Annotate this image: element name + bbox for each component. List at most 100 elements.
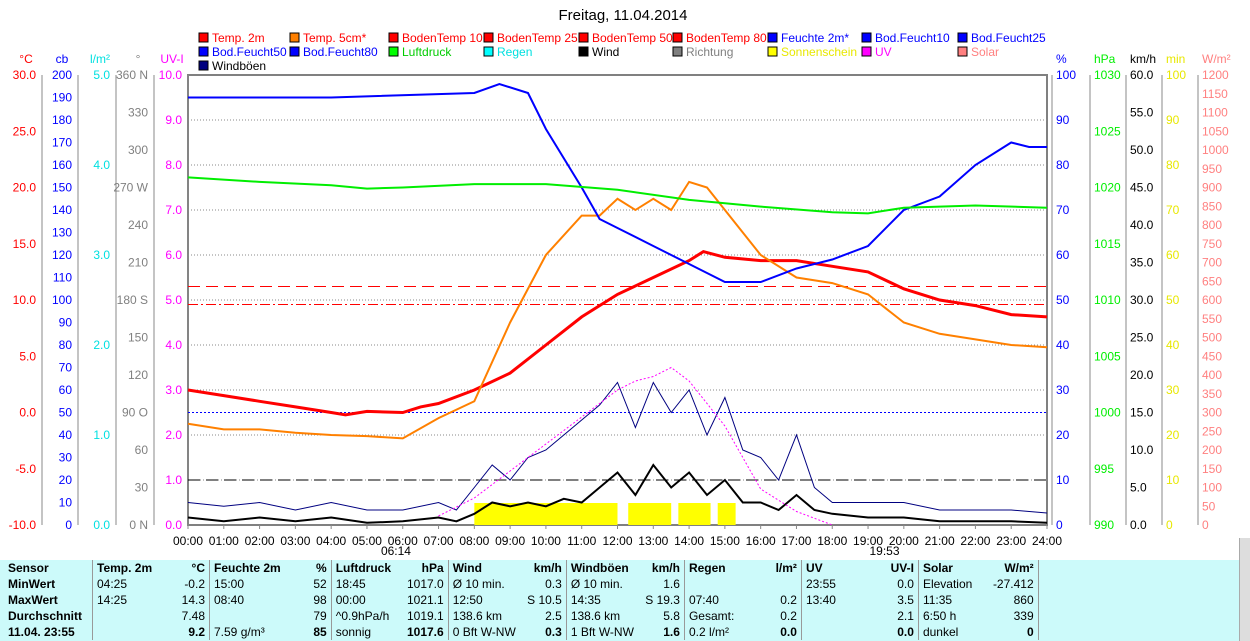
axis-tick-label: 10.0: [159, 68, 183, 82]
table-cell: 0: [988, 624, 1039, 640]
axis-tick-label: 60: [1166, 248, 1180, 262]
x-tick-label: 02:00: [245, 534, 275, 548]
table-cell: %: [284, 560, 332, 576]
table-cell: 11.04. 23:55: [4, 624, 93, 640]
series-line-wind: [187, 463, 1048, 524]
axis-tick-label: -10.0: [9, 518, 37, 532]
axis-unit: UV-I: [160, 52, 183, 66]
table-cell: 52: [284, 576, 332, 592]
table-cell: 14:35: [570, 593, 601, 607]
table-cell: 13:40: [805, 593, 836, 607]
table-cell: Wind: [452, 561, 482, 575]
axis-tick-label: 50: [59, 406, 73, 420]
axis-tick-label: 1050: [1202, 124, 1229, 138]
table-cell: 79: [284, 608, 332, 624]
axis-tick-label: 360 N: [116, 68, 148, 82]
axis-tick-label: 20: [59, 473, 73, 487]
axis-unit: km/h: [1130, 52, 1156, 66]
legend: Temp. 2m Temp. 5cm* BodenTemp 10 BodenTemp …: [198, 31, 1046, 73]
axis-tick-label: 70: [1056, 203, 1070, 217]
axis-tick-label: 20.0: [1130, 368, 1154, 382]
axis-tick-label: 150: [1202, 462, 1222, 476]
table-cell: 7.48: [163, 608, 210, 624]
axis-tick-label: 0.0: [1130, 518, 1147, 532]
legend-label: Regen: [497, 45, 532, 59]
table-cell: Regen: [688, 561, 726, 575]
table-cell: l/m²: [754, 560, 802, 576]
axis-tick-label: 3.0: [93, 248, 110, 262]
axis-tick-label: 800: [1202, 218, 1222, 232]
x-tick-label: 15:00: [710, 534, 740, 548]
legend-swatch: [861, 46, 872, 57]
x-tick-label: 07:00: [424, 534, 454, 548]
table-row: 11.04. 23:55 9.2 7.59 g/m³ 85 sonnig 1017.6 0 …: [4, 624, 1039, 640]
table-cell: 0 Bft W-NW: [452, 625, 516, 639]
table-cell: Ø 10 min.: [452, 577, 505, 591]
table-cell: 98: [284, 592, 332, 608]
axis-tick-label: 120: [128, 368, 148, 382]
x-tick-label: 11:00: [567, 534, 596, 548]
axis-tick-label: 30: [1166, 383, 1180, 397]
table-cell: S 10.5: [519, 592, 567, 608]
axis-tick-label: 5.0: [1130, 481, 1147, 495]
scrollbar[interactable]: [1239, 538, 1250, 641]
legend-swatch: [388, 32, 399, 43]
table-cell: UV-I: [871, 560, 919, 576]
table-row: Durchschnitt 7.48 79 ^0.9hPa/h 1019.1 138.6 k…: [4, 608, 1039, 624]
axis-tick-label: 450: [1202, 349, 1222, 363]
axis-tick-label: 1100: [1202, 106, 1228, 120]
axis-tick-label: 80: [1166, 158, 1180, 172]
table-cell: 0.3: [519, 624, 567, 640]
axis-tick-label: 1200: [1202, 68, 1229, 82]
axis-tick-label: 60: [1056, 248, 1070, 262]
x-tick-label: 09:00: [495, 534, 525, 548]
series-line-uv: [438, 366, 833, 526]
legend-label: Windböen: [212, 59, 266, 73]
table-cell: 08:40: [214, 593, 245, 607]
axis-tick-label: 240: [128, 218, 148, 232]
table-cell: 1.6: [637, 576, 685, 592]
table-cell: 00:00: [335, 593, 366, 607]
legend-label: Bod.Feucht80: [303, 45, 378, 59]
axis-tick-label: 0: [1056, 518, 1063, 532]
axis-tick-label: 60: [135, 443, 149, 457]
axis-tick-label: 200: [1202, 443, 1222, 457]
axis-tick-label: 40.0: [1130, 218, 1154, 232]
axis-tick-label: 25.0: [13, 124, 37, 138]
axis-tick-label: 250: [1202, 424, 1222, 438]
table-cell: Ø 10 min.: [570, 577, 623, 591]
summary-table: Sensor Temp. 2m °C Feuchte 2m% Luftdruck hPa W…: [0, 560, 1240, 641]
series-line-temp-2m: [187, 249, 1048, 417]
table-cell: Durchschnitt: [4, 608, 93, 624]
table-cell: 12:50: [452, 593, 483, 607]
axis-unit: °C: [19, 52, 33, 66]
axis-tick-label: 30.0: [1130, 293, 1154, 307]
axis-tick-label: 0.0: [165, 518, 182, 532]
axis-tick-label: 50: [1202, 499, 1216, 513]
table-cell: 1021.1: [401, 592, 449, 608]
axis-tick-label: 10.0: [13, 293, 37, 307]
table-cell: Feuchte 2m: [214, 561, 281, 575]
axis-tick-label: 5.0: [19, 349, 36, 363]
axis-tick-label: 1025: [1094, 124, 1121, 138]
axis-tick-label: 130: [52, 226, 72, 240]
axis-tick-label: 600: [1202, 293, 1222, 307]
table-cell: S 19.3: [637, 592, 685, 608]
axis-tick-label: 1.0: [165, 473, 182, 487]
axis-tick-label: 60: [59, 383, 73, 397]
axis-tick-label: 300: [128, 143, 148, 157]
table-cell: hPa: [401, 560, 449, 576]
legend-label: Bod.Feucht10: [875, 31, 950, 45]
axis-tick-label: 60.0: [1130, 68, 1154, 82]
table-cell: ^0.9hPa/h: [335, 609, 390, 623]
axis-tick-label: 0.0: [93, 518, 110, 532]
sunrise-label: 06:14: [381, 544, 411, 558]
table-cell: [684, 576, 755, 592]
table-cell: UV: [805, 561, 823, 575]
axis-tick-label: 30: [135, 481, 149, 495]
table-cell: 0.2: [754, 608, 802, 624]
table-cell: 0.0: [871, 576, 919, 592]
sunset-label: 19:53: [870, 544, 900, 558]
legend-label: Luftdruck: [402, 45, 452, 59]
table-cell: 23:55: [805, 577, 836, 591]
